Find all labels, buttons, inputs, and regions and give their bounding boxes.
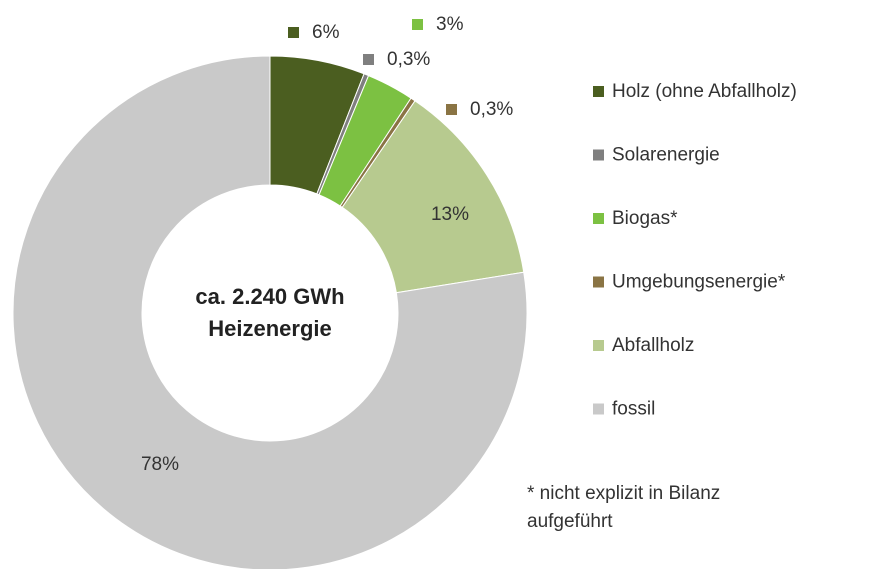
legend-marker bbox=[593, 340, 604, 351]
data-label: 78% bbox=[141, 454, 179, 475]
label-marker bbox=[288, 27, 299, 38]
legend-label: Umgebungsenergie* bbox=[612, 272, 786, 293]
footnote: aufgeführt bbox=[527, 511, 613, 532]
legend-label: Holz (ohne Abfallholz) bbox=[612, 81, 797, 102]
center-text: Heizenergie bbox=[208, 316, 332, 341]
data-label: 0,3% bbox=[387, 49, 430, 70]
center-text: ca. 2.240 GWh bbox=[195, 284, 344, 309]
footnote: * nicht explizit in Bilanz bbox=[527, 483, 720, 504]
legend-marker bbox=[593, 213, 604, 224]
legend-marker bbox=[593, 86, 604, 97]
label-marker bbox=[412, 19, 423, 30]
data-label: 3% bbox=[436, 14, 464, 35]
legend-label: fossil bbox=[612, 399, 655, 420]
legend-label: Biogas* bbox=[612, 208, 678, 229]
legend-marker bbox=[593, 149, 604, 161]
legend-label: Abfallholz bbox=[612, 335, 694, 356]
data-label: 6% bbox=[312, 22, 340, 43]
legend-marker bbox=[593, 276, 604, 288]
label-marker bbox=[363, 54, 374, 65]
data-label: 13% bbox=[431, 204, 469, 225]
legend-label: Solarenergie bbox=[612, 145, 720, 166]
data-label: 0,3% bbox=[470, 99, 513, 120]
label-marker bbox=[446, 104, 457, 115]
legend-marker bbox=[593, 403, 604, 415]
donut-slice bbox=[12, 55, 528, 569]
